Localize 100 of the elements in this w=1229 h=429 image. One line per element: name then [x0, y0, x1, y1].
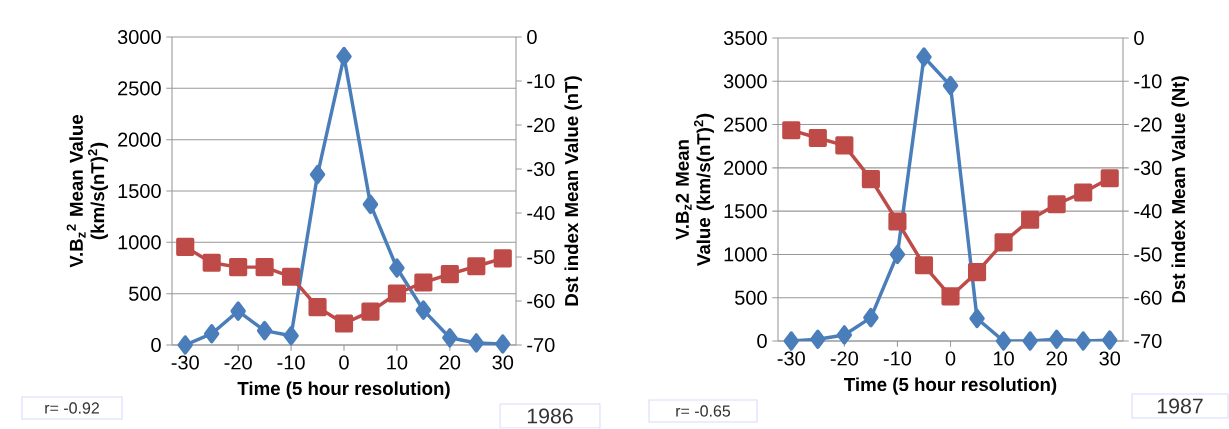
y-tick-label: 1000 [118, 235, 161, 250]
point [442, 328, 458, 348]
point [889, 244, 906, 265]
y-tick-label: 500 [129, 286, 161, 301]
x-tick-label: -10 [277, 355, 305, 370]
point [1075, 331, 1091, 351]
point [1021, 210, 1040, 230]
point [1022, 331, 1038, 351]
text: 1987 [1157, 398, 1203, 414]
point [361, 302, 380, 321]
y2-tick-label: -10 [527, 74, 555, 89]
y2-tick-label: -30 [527, 162, 555, 177]
y-tick-label: 3500 [723, 31, 767, 46]
y-tick-label: 2500 [724, 117, 767, 132]
text: r= -0.65 [676, 405, 731, 417]
point [176, 238, 195, 257]
point [202, 253, 221, 273]
y2-tick-label: -30 [1134, 161, 1162, 176]
point [387, 284, 406, 303]
point [177, 335, 193, 355]
point [468, 333, 485, 353]
x-axis-title: Time (5 hour resolution) [237, 381, 450, 400]
x-tick-label: 30 [492, 355, 514, 370]
point [282, 267, 301, 287]
point [362, 194, 379, 215]
point [414, 273, 433, 292]
y-tick-label: 0 [757, 334, 767, 349]
point [203, 324, 220, 344]
point [1047, 195, 1066, 214]
x-tick-label: 0 [945, 351, 956, 366]
point [942, 76, 959, 96]
y-tick-label: 1500 [724, 204, 767, 219]
point [835, 136, 854, 155]
point [969, 308, 985, 329]
x-tick-label: -30 [777, 351, 805, 366]
point [1074, 183, 1093, 202]
point [495, 334, 511, 354]
point [309, 165, 326, 185]
x-tick-label: 10 [993, 351, 1014, 366]
y-tick-label: 3000 [117, 30, 161, 45]
point [389, 258, 405, 278]
y2-tick-label: -70 [1134, 334, 1162, 349]
point [810, 329, 826, 350]
y-tick-label: 0 [151, 338, 161, 353]
point [334, 314, 354, 333]
y-tick-label: 500 [735, 290, 767, 306]
y2-tick-label: -60 [1134, 290, 1162, 306]
point [467, 257, 486, 276]
y-tick-label: 2000 [724, 161, 767, 176]
y2-tick-label: 0 [527, 30, 537, 45]
text: 1986 [527, 408, 573, 424]
point [1101, 330, 1118, 351]
x-tick-label: 20 [1046, 351, 1067, 366]
point [230, 301, 246, 322]
point [916, 47, 932, 68]
y2-tick-label: -20 [1134, 117, 1162, 132]
x-tick-label: -20 [830, 351, 859, 366]
y2-tick-label: -40 [527, 206, 555, 221]
point [493, 249, 512, 268]
x-tick-label: 10 [387, 355, 408, 370]
x-tick-label: 20 [439, 355, 461, 370]
point [863, 308, 879, 328]
point [1100, 169, 1119, 188]
text: r= -0.92 [45, 402, 99, 414]
y2-tick-label: -60 [527, 294, 555, 309]
point [967, 263, 987, 282]
y-tick-label: 2000 [118, 132, 161, 147]
point [808, 129, 827, 148]
point [783, 331, 800, 351]
point [256, 321, 273, 341]
point [1048, 329, 1065, 350]
y2-tick-label: -50 [527, 250, 555, 265]
y-tick-label: 2500 [118, 81, 161, 96]
point [914, 256, 934, 275]
point [415, 300, 432, 321]
x-tick-label: -10 [883, 351, 912, 366]
x-tick-label: 30 [1099, 351, 1121, 366]
point [255, 258, 274, 277]
y2-tick-label: -50 [1134, 247, 1162, 262]
y2-tick-label: -40 [1134, 204, 1162, 219]
y-tick-label: 1000 [724, 247, 767, 262]
point [861, 170, 880, 189]
y2-axis-title: Dst index Mean Value (nT) [564, 76, 582, 306]
x-tick-label: -30 [171, 355, 199, 370]
y2-tick-label: -10 [1134, 74, 1162, 89]
point [836, 325, 853, 345]
x-tick-label: 0 [339, 355, 349, 370]
point [440, 265, 459, 284]
y-tick-label: 1500 [118, 184, 161, 199]
x-tick-label: -20 [224, 355, 252, 370]
point [994, 233, 1013, 252]
point [336, 47, 352, 67]
point [888, 212, 907, 231]
point [283, 326, 299, 346]
y2-tick-label: -20 [527, 118, 555, 133]
point [782, 121, 801, 140]
x-axis-title: Time (5 hour resolution) [844, 377, 1057, 396]
point [941, 287, 960, 306]
point [308, 298, 327, 317]
y2-tick-label: 0 [1134, 31, 1144, 46]
